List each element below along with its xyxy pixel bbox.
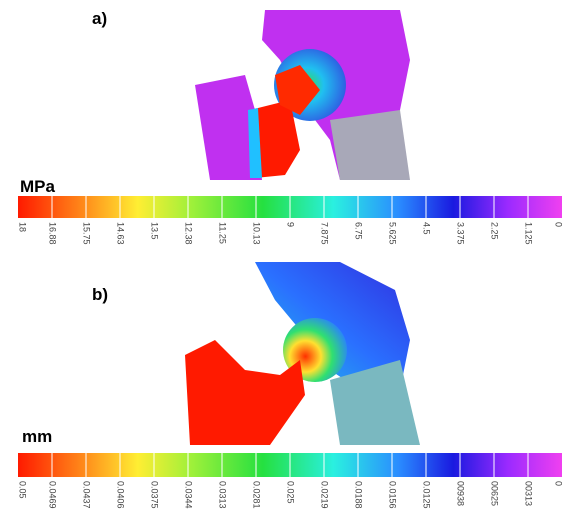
scale-label: 00625 [490,481,500,506]
scale-label: 10.13 [252,222,262,245]
scale-label: 12.38 [184,222,194,245]
scale-label: 15.75 [82,222,92,245]
scale-label: 0 [554,481,564,486]
stress-image [195,10,410,180]
scale-label: 7.875 [320,222,330,245]
scale-label: 00938 [456,481,466,506]
scale-label: 0 [554,222,564,227]
scale-label: 1.125 [524,222,534,245]
scale-label: 0.0313 [218,481,228,509]
scale-label: 0.0375 [150,481,160,509]
panel-label: b) [92,285,108,304]
displacement-image [185,262,420,445]
scale-label: 0.0469 [48,481,58,509]
scale-label: 13.5 [150,222,160,240]
panel-label: a) [92,9,107,28]
scale-label: 0.0188 [354,481,364,509]
scale-label: 3.375 [456,222,466,245]
unit-label: MPa [20,177,56,196]
scale-label: 0.0437 [82,481,92,509]
scale-label: 14.63 [116,222,126,245]
scale-label: 0.0125 [422,481,432,509]
scale-label: 0.0219 [320,481,330,509]
scale-label: 4.5 [422,222,432,235]
scale-label: 0.0344 [184,481,194,509]
scale-label: 0.05 [18,481,28,499]
scale-label: 11.25 [218,222,228,244]
scale-label: 16.88 [48,222,58,245]
scale-label: 00313 [524,481,534,506]
scale-label: 0.025 [286,481,296,504]
scale-label: 0.0281 [252,481,262,509]
scale-label: 18 [18,222,28,232]
figure: a) MPa b) mm 18 16.88 15.75 14.63 13.5 12.38 1… [0,0,564,513]
unit-label: mm [22,427,52,446]
scale-label: 6.75 [354,222,364,240]
scale-label: 0.0406 [116,481,126,509]
scale-label: 5.625 [388,222,398,245]
scale-label: 2.25 [490,222,500,240]
scale-label: 9 [286,222,296,227]
scale-label: 0.0156 [388,481,398,509]
